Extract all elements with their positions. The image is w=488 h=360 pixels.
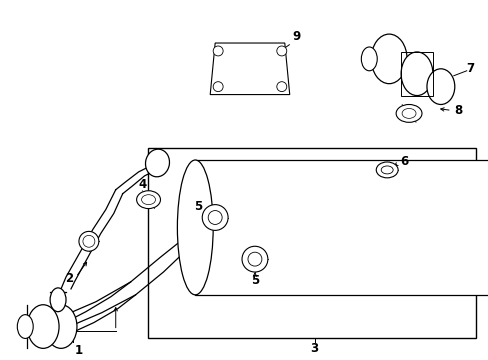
Ellipse shape [202,204,227,230]
Text: 5: 5 [250,274,259,287]
Text: 8: 8 [454,104,462,117]
Text: 2: 2 [65,273,73,285]
Ellipse shape [247,252,262,266]
Ellipse shape [381,166,392,174]
Ellipse shape [276,46,286,56]
Text: 5: 5 [194,200,202,213]
Text: 3: 3 [310,342,318,355]
Ellipse shape [142,195,155,204]
Ellipse shape [79,231,99,251]
Bar [195,160,488,295]
Ellipse shape [83,235,95,247]
Polygon shape [210,43,289,95]
Text: 1: 1 [75,344,83,357]
Ellipse shape [426,69,454,104]
Ellipse shape [401,108,415,118]
Ellipse shape [213,82,223,91]
Ellipse shape [45,305,77,348]
Ellipse shape [136,191,160,208]
Text: 7: 7 [466,62,474,75]
Ellipse shape [395,104,421,122]
Text: 9: 9 [292,30,300,42]
Ellipse shape [242,246,267,272]
Ellipse shape [375,162,397,178]
Bar [147,148,475,338]
Ellipse shape [145,149,169,177]
Ellipse shape [213,46,223,56]
Ellipse shape [276,82,286,91]
Text: 6: 6 [399,156,407,168]
Ellipse shape [27,305,59,348]
Ellipse shape [50,288,66,312]
Ellipse shape [361,47,376,71]
Ellipse shape [17,315,33,338]
Ellipse shape [208,211,222,224]
Ellipse shape [370,34,406,84]
Ellipse shape [400,52,432,95]
Ellipse shape [177,160,213,295]
Text: 4: 4 [138,178,146,191]
Bar [400,52,432,95]
